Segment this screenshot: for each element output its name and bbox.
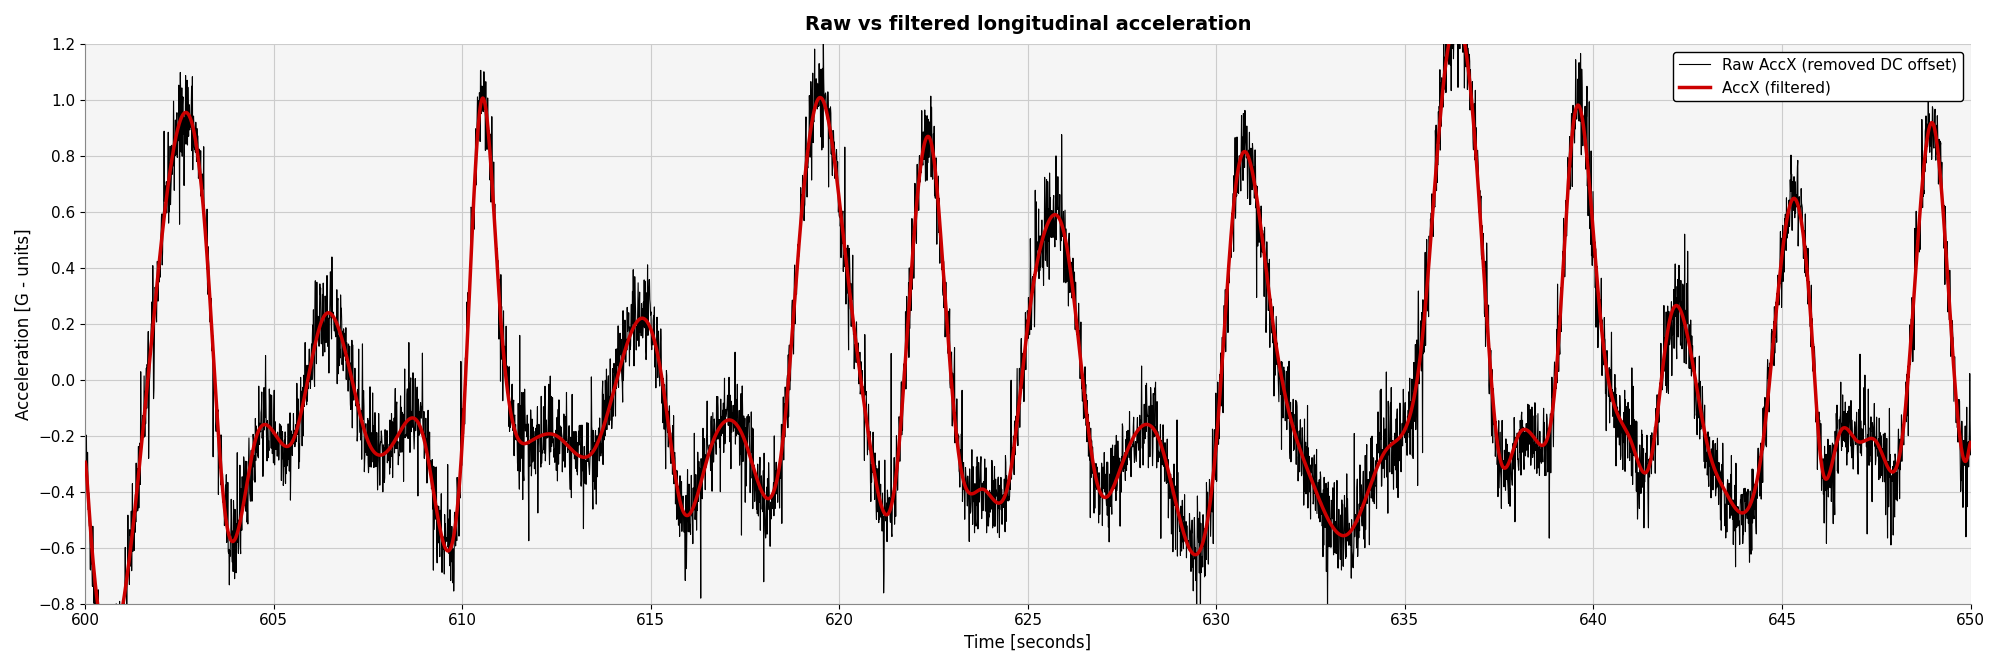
AccX (filtered) — [416, 455, 440, 463]
Raw AccX (removed DC offset) — [1480, 439, 1504, 447]
AccX (filtered) — [1300, 476, 1324, 484]
Y-axis label: Acceleration [G - units]: Acceleration [G - units] — [14, 228, 32, 420]
Raw AccX (removed DC offset) — [1300, 462, 1324, 470]
Raw AccX (removed DC offset) — [1204, 443, 1228, 451]
AccX (filtered) — [74, 458, 98, 466]
Raw AccX (removed DC offset) — [1958, 451, 1982, 459]
Legend: Raw AccX (removed DC offset), AccX (filtered): Raw AccX (removed DC offset), AccX (filt… — [1672, 51, 1962, 101]
Raw AccX (removed DC offset) — [74, 435, 98, 443]
AccX (filtered) — [1204, 439, 1228, 447]
AccX (filtered) — [1444, 17, 1468, 25]
AccX (filtered) — [1624, 452, 1648, 460]
Title: Raw vs filtered longitudinal acceleration: Raw vs filtered longitudinal acceleratio… — [804, 15, 1252, 34]
X-axis label: Time [seconds]: Time [seconds] — [964, 634, 1092, 652]
AccX (filtered) — [98, 644, 122, 652]
Line: Raw AccX (removed DC offset): Raw AccX (removed DC offset) — [86, 0, 1970, 667]
Raw AccX (removed DC offset) — [1624, 417, 1648, 425]
AccX (filtered) — [1958, 439, 1982, 447]
AccX (filtered) — [1480, 394, 1504, 402]
Raw AccX (removed DC offset) — [794, 113, 818, 121]
Line: AccX (filtered): AccX (filtered) — [86, 21, 1970, 648]
AccX (filtered) — [794, 163, 818, 171]
Raw AccX (removed DC offset) — [416, 406, 440, 414]
